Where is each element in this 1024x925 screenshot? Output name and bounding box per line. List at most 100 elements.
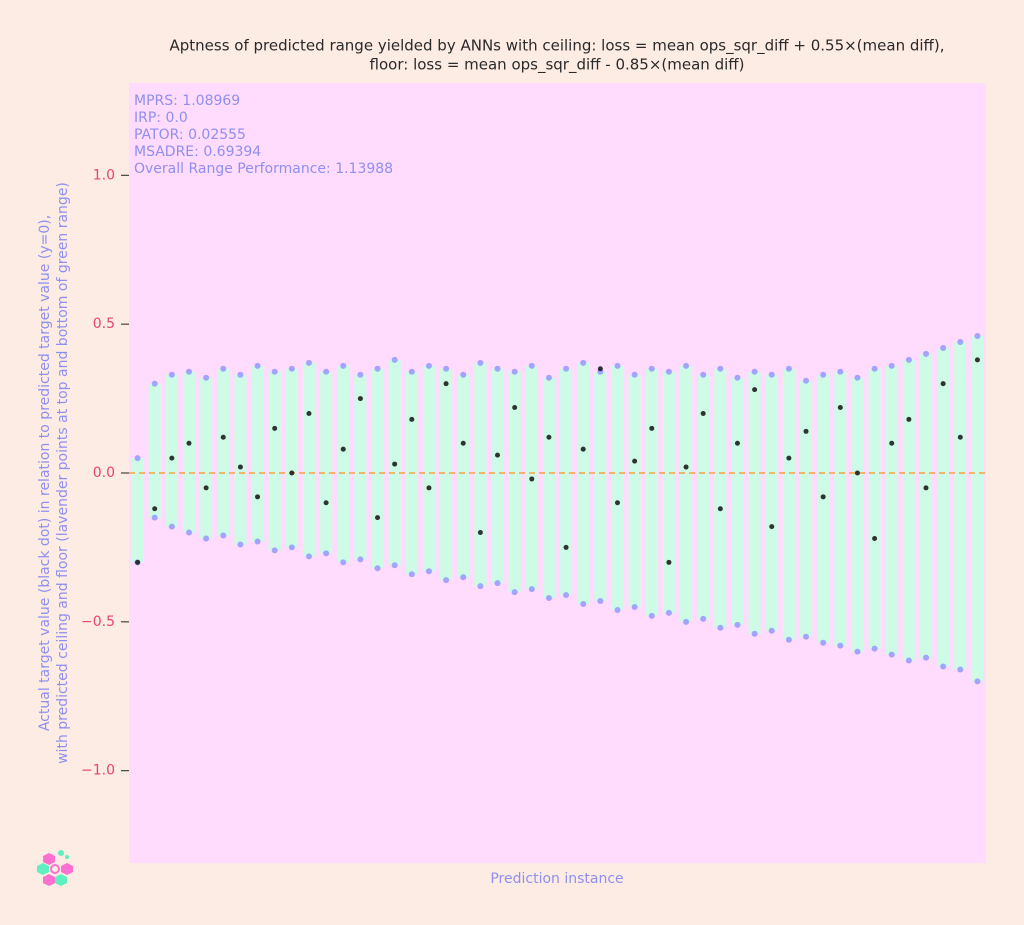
actual-dot bbox=[306, 410, 312, 416]
ceiling-dot bbox=[511, 368, 518, 375]
actual-dot bbox=[889, 440, 895, 446]
floor-dot bbox=[374, 565, 381, 572]
ceiling-dot bbox=[168, 371, 175, 378]
actual-dot bbox=[666, 559, 672, 565]
floor-dot bbox=[425, 568, 432, 575]
actual-dot bbox=[340, 446, 346, 452]
range-band bbox=[268, 371, 281, 551]
floor-dot bbox=[460, 574, 467, 581]
actual-dot bbox=[357, 396, 363, 402]
floor-dot bbox=[580, 600, 587, 607]
actual-dot bbox=[957, 434, 963, 440]
actual-dot bbox=[974, 357, 980, 363]
annotation: MSADRE: 0.69394 bbox=[134, 144, 261, 160]
range-band bbox=[508, 371, 521, 593]
actual-dot bbox=[495, 452, 501, 458]
floor-dot bbox=[974, 678, 981, 685]
ceiling-dot bbox=[940, 344, 947, 351]
ceiling-dot bbox=[820, 371, 827, 378]
actual-dot bbox=[546, 434, 552, 440]
ceiling-dot bbox=[785, 365, 792, 372]
ceiling-dot bbox=[717, 365, 724, 372]
ceiling-dot bbox=[803, 377, 810, 384]
floor-dot bbox=[391, 562, 398, 569]
actual-dot bbox=[752, 387, 758, 393]
floor-dot bbox=[837, 642, 844, 649]
actual-dot bbox=[443, 381, 449, 387]
floor-dot bbox=[803, 633, 810, 640]
floor-dot bbox=[631, 603, 638, 610]
range-band bbox=[680, 365, 693, 622]
y-axis-label-line: with predicted ceiling and floor (lavend… bbox=[55, 182, 71, 764]
ceiling-dot bbox=[580, 359, 587, 366]
actual-dot bbox=[460, 440, 466, 446]
actual-dot bbox=[872, 535, 878, 541]
range-band bbox=[474, 362, 487, 587]
actual-dot bbox=[632, 458, 638, 464]
actual-dot bbox=[272, 425, 278, 431]
floor-dot bbox=[288, 544, 295, 551]
range-band bbox=[165, 374, 178, 527]
range-band bbox=[902, 359, 915, 661]
range-band bbox=[731, 377, 744, 625]
actual-dot bbox=[786, 455, 792, 461]
actual-dot bbox=[923, 485, 929, 491]
range-band bbox=[954, 342, 967, 670]
y-tick-label: 0.5 bbox=[93, 316, 115, 332]
floor-dot bbox=[323, 550, 330, 557]
floor-dot bbox=[305, 553, 312, 560]
range-band bbox=[645, 368, 658, 616]
floor-dot bbox=[545, 595, 552, 602]
ceiling-dot bbox=[203, 374, 210, 381]
ceiling-dot bbox=[905, 356, 912, 363]
ceiling-dot bbox=[528, 362, 535, 369]
x-axis-label: Prediction instance bbox=[490, 871, 623, 887]
actual-dot bbox=[477, 530, 483, 536]
range-band bbox=[440, 368, 453, 581]
range-band bbox=[662, 371, 675, 613]
range-band bbox=[782, 368, 795, 640]
ceiling-dot bbox=[648, 365, 655, 372]
ceiling-dot bbox=[614, 362, 621, 369]
floor-dot bbox=[203, 535, 210, 542]
actual-dot bbox=[803, 428, 809, 434]
ceiling-dot bbox=[700, 371, 707, 378]
actual-dot bbox=[769, 524, 775, 530]
floor-dot bbox=[871, 645, 878, 652]
floor-dot bbox=[700, 615, 707, 622]
range-band bbox=[354, 374, 367, 560]
range-band bbox=[765, 374, 778, 631]
floor-dot bbox=[923, 654, 930, 661]
floor-dot bbox=[614, 606, 621, 613]
floor-dot bbox=[563, 592, 570, 599]
chart-title: Aptness of predicted range yielded by AN… bbox=[170, 37, 945, 56]
floor-dot bbox=[528, 586, 535, 593]
floor-dot bbox=[357, 556, 364, 563]
ceiling-dot bbox=[494, 365, 501, 372]
range-band bbox=[542, 377, 555, 599]
ceiling-dot bbox=[837, 368, 844, 375]
actual-dot bbox=[203, 485, 209, 491]
floor-dot bbox=[854, 648, 861, 655]
floor-dot bbox=[511, 589, 518, 596]
chart-title: floor: loss = mean ops_sqr_diff - 0.85×(… bbox=[370, 56, 745, 75]
actual-dot bbox=[237, 464, 243, 470]
ceiling-dot bbox=[357, 371, 364, 378]
ceiling-dot bbox=[460, 371, 467, 378]
range-band bbox=[594, 371, 607, 602]
range-band bbox=[560, 368, 573, 596]
actual-dot bbox=[152, 506, 158, 512]
ceiling-dot bbox=[734, 374, 741, 381]
ceiling-dot bbox=[151, 380, 158, 387]
ceiling-dot bbox=[974, 333, 981, 340]
y-tick-label: −0.5 bbox=[81, 614, 115, 630]
y-tick-label: 0.0 bbox=[93, 465, 115, 481]
actual-dot bbox=[186, 440, 192, 446]
actual-dot bbox=[649, 425, 655, 431]
range-band bbox=[868, 368, 881, 649]
floor-dot bbox=[443, 577, 450, 584]
actual-dot bbox=[220, 434, 226, 440]
floor-dot bbox=[785, 636, 792, 643]
actual-dot bbox=[255, 494, 261, 500]
range-band bbox=[234, 374, 247, 545]
